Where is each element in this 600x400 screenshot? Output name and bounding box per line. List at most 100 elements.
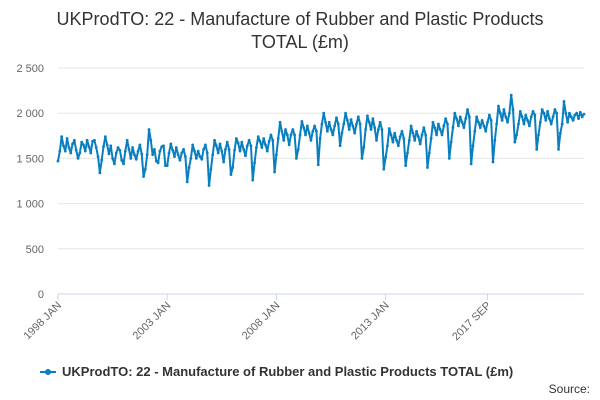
data-point: [442, 124, 446, 128]
data-point: [511, 108, 515, 111]
data-point: [517, 122, 520, 126]
data-point: [369, 128, 373, 131]
series-line: [57, 94, 585, 187]
data-point: [98, 171, 102, 175]
data-point: [156, 161, 160, 165]
data-point: [231, 166, 235, 169]
data-point: [489, 119, 493, 122]
data-point: [467, 115, 471, 119]
data-point: [96, 155, 100, 158]
data-point: [338, 144, 342, 148]
chart-title: UKProdTO: 22 - Manufacture of Rubber and…: [0, 8, 600, 54]
data-point: [333, 124, 337, 128]
data-point: [125, 138, 129, 142]
data-point: [131, 146, 135, 149]
data-point: [280, 129, 284, 133]
data-point: [194, 157, 198, 160]
data-point: [526, 119, 529, 122]
data-point: [182, 147, 185, 151]
data-point: [236, 141, 240, 145]
data-point: [62, 144, 65, 148]
data-point: [471, 144, 475, 148]
x-tick-label: 2003 JAN: [131, 300, 174, 343]
data-point: [528, 124, 531, 128]
data-point: [513, 140, 517, 144]
data-point: [462, 126, 466, 130]
data-point: [154, 159, 158, 163]
data-point: [83, 149, 87, 153]
data-point: [544, 119, 548, 122]
data-point: [133, 153, 136, 157]
data-point: [486, 120, 489, 124]
data-point: [345, 119, 349, 122]
data-point: [580, 115, 584, 119]
data-point: [482, 124, 486, 128]
x-tick-label: 2008 JAN: [240, 300, 283, 343]
data-point: [466, 108, 469, 111]
data-point: [457, 124, 460, 128]
data-point: [93, 138, 96, 142]
source-label: Source:: [548, 382, 590, 396]
data-point: [307, 131, 311, 135]
data-point: [469, 162, 473, 166]
data-point: [373, 126, 377, 130]
data-point: [240, 140, 244, 144]
data-point: [531, 109, 535, 113]
data-point: [568, 111, 571, 115]
data-point: [440, 133, 444, 137]
data-point: [193, 149, 196, 153]
data-point: [529, 115, 533, 119]
x-tick-label: 2013 JAN: [349, 300, 392, 343]
data-point: [478, 126, 482, 130]
data-point: [386, 144, 389, 148]
data-point: [520, 115, 524, 119]
legend-line-icon: [40, 366, 56, 378]
data-point: [138, 143, 142, 147]
data-point: [202, 147, 206, 151]
data-point: [402, 137, 406, 140]
data-point: [173, 155, 176, 158]
data-point: [114, 151, 118, 155]
data-point: [444, 117, 448, 121]
data-point: [149, 138, 153, 142]
x-tick-label: 2017 SEP: [450, 300, 494, 344]
data-point: [477, 120, 480, 124]
data-point: [251, 178, 255, 182]
data-point: [455, 117, 458, 121]
data-point: [107, 152, 111, 156]
data-point: [264, 143, 267, 147]
data-point: [409, 124, 413, 128]
data-point: [324, 120, 327, 124]
data-point: [582, 112, 586, 116]
data-point: [435, 133, 438, 137]
data-point: [406, 151, 409, 155]
data-point: [147, 128, 151, 131]
data-point: [304, 133, 307, 137]
data-point: [522, 122, 526, 126]
data-point: [278, 120, 282, 124]
data-point: [577, 117, 580, 121]
data-point: [262, 137, 266, 140]
data-point: [500, 119, 504, 122]
data-point: [555, 111, 559, 115]
y-tick-label: 0: [38, 289, 44, 301]
data-point: [571, 119, 575, 122]
data-point: [234, 137, 238, 140]
data-point: [80, 140, 84, 144]
data-point: [305, 124, 309, 128]
data-point: [136, 149, 140, 153]
series-group: [56, 93, 586, 187]
data-point: [180, 151, 184, 155]
data-point: [140, 152, 144, 156]
data-point: [265, 149, 269, 153]
data-point: [122, 162, 125, 166]
data-point: [87, 145, 91, 149]
data-point: [260, 146, 264, 149]
data-point: [205, 151, 209, 155]
data-point: [293, 133, 297, 137]
data-point: [238, 149, 242, 153]
data-point: [143, 167, 147, 171]
data-point: [504, 115, 508, 119]
legend[interactable]: UKProdTO: 22 - Manufacture of Rubber and…: [40, 364, 600, 379]
